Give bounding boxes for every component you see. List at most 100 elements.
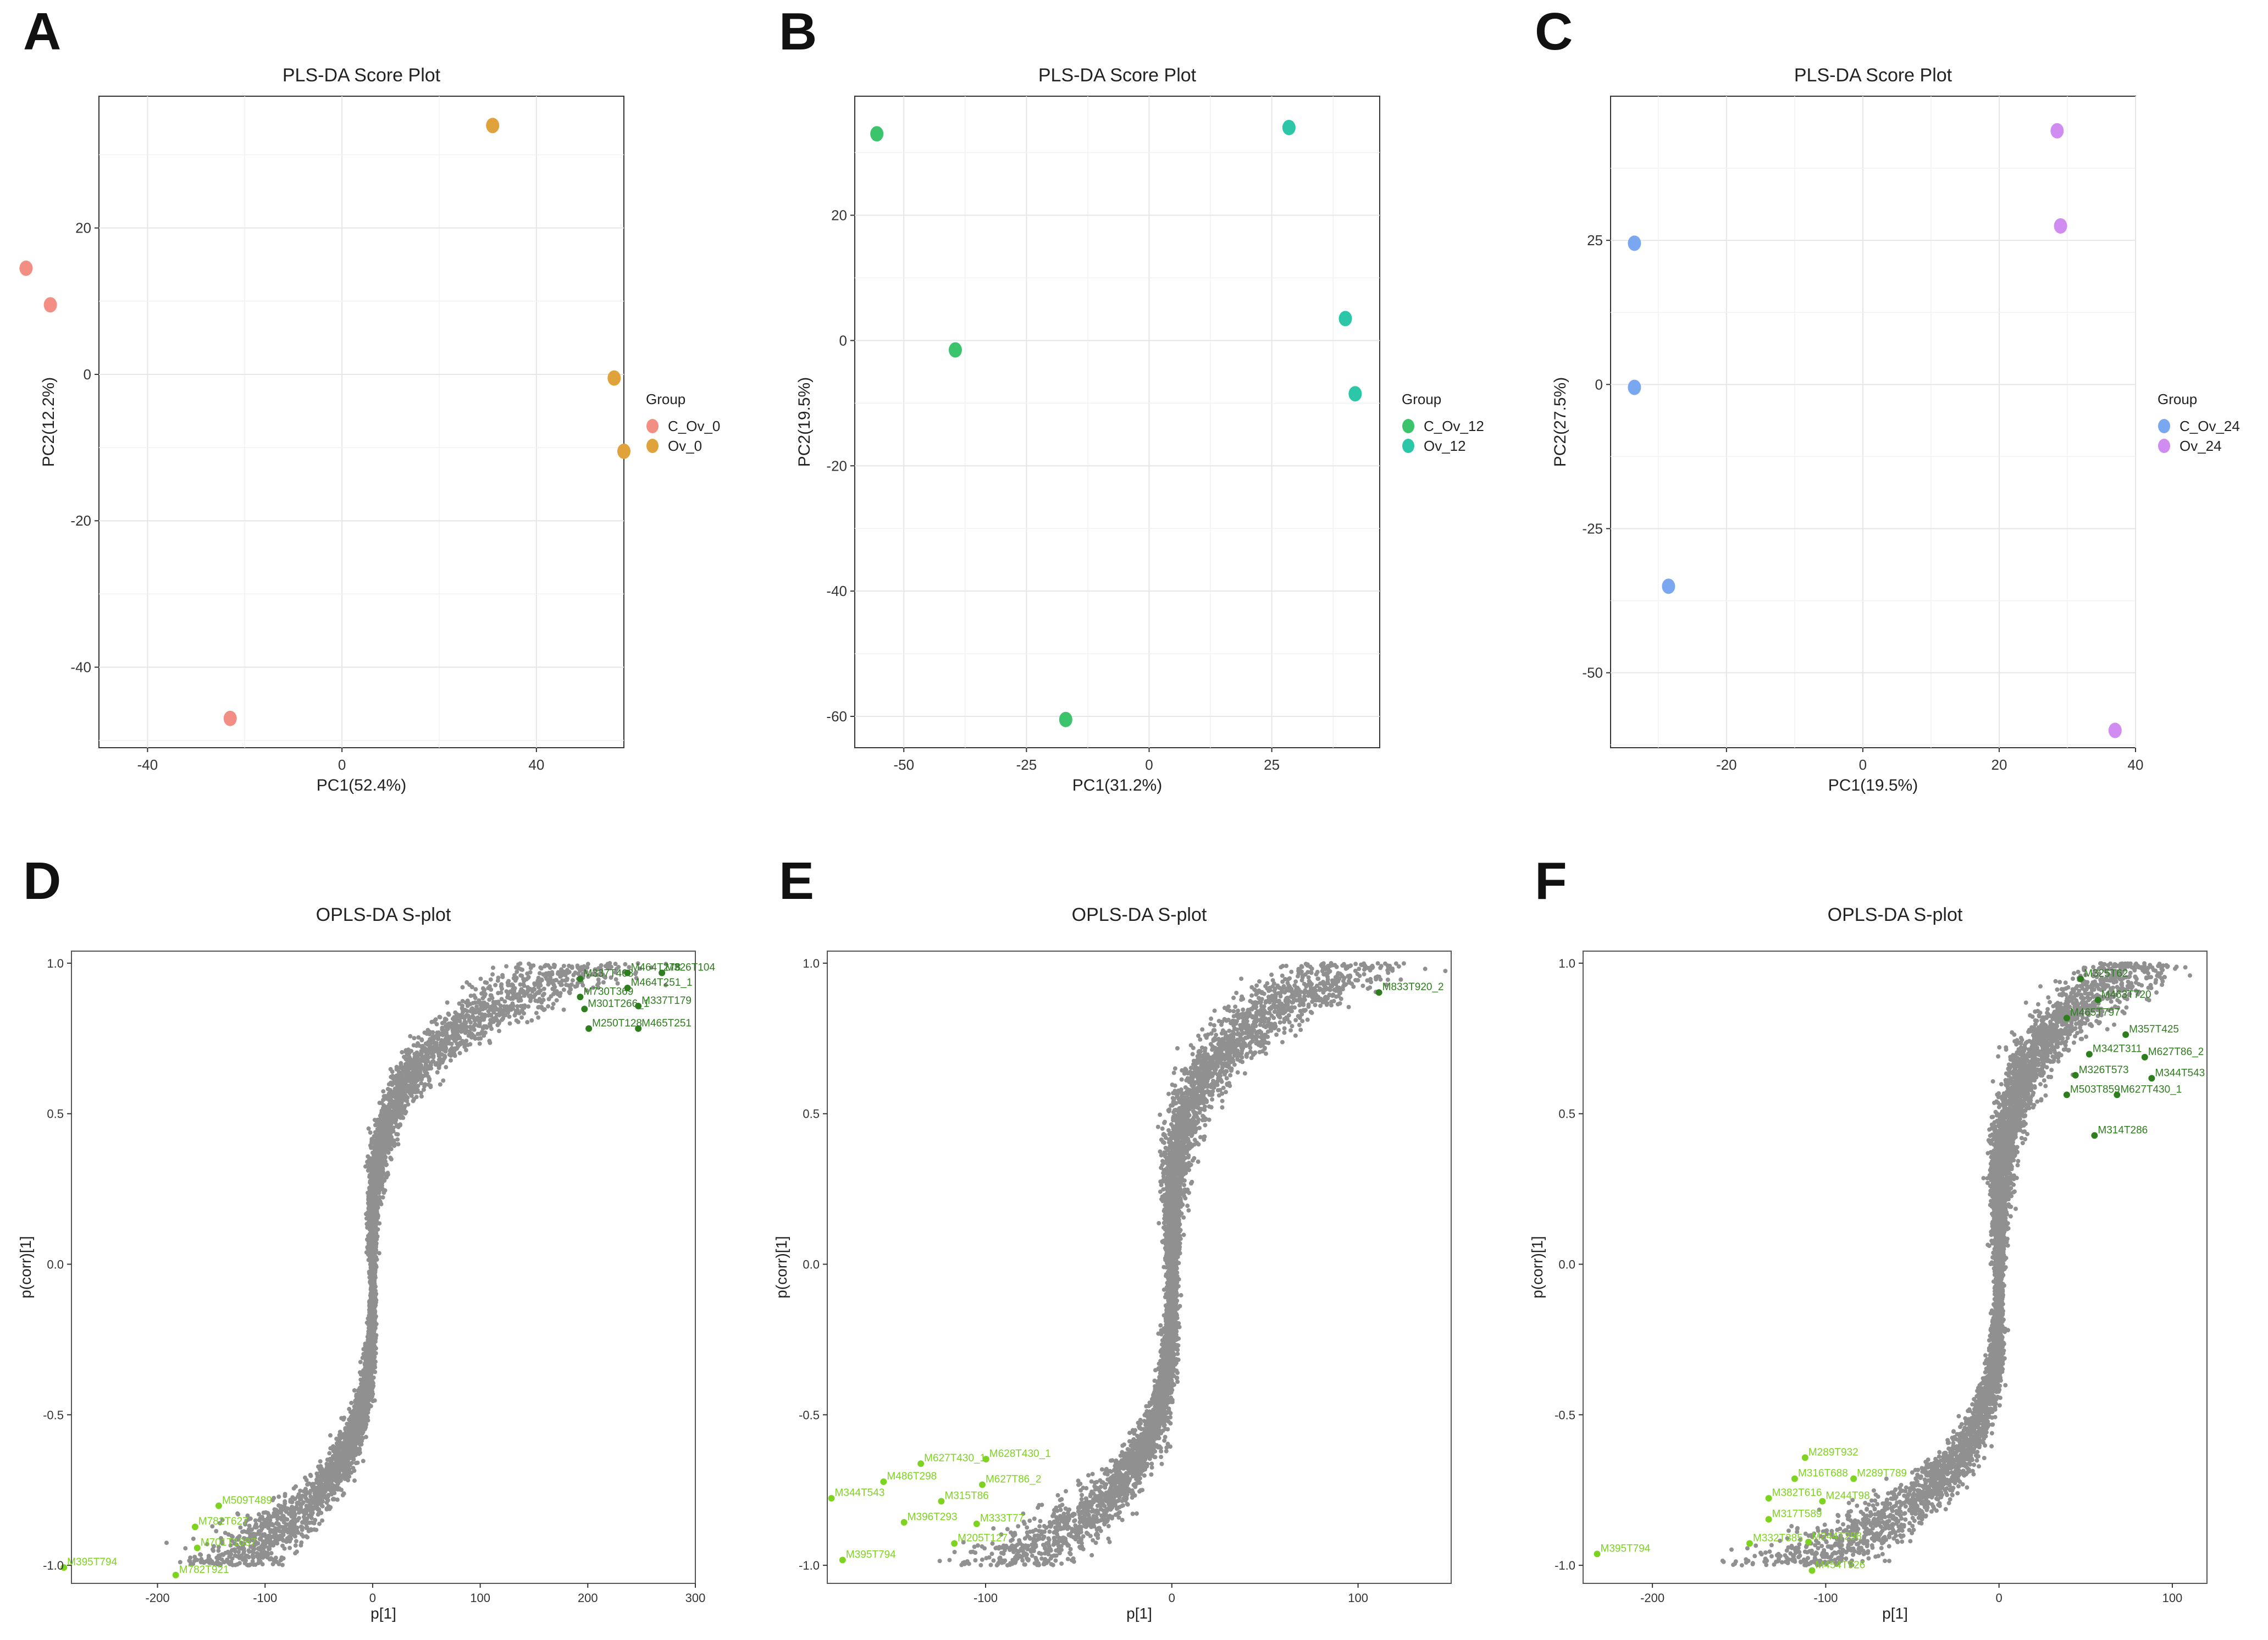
x-axis-label: PC1(19.5%): [1828, 776, 1918, 794]
y-tick-label: 0.5: [1558, 1107, 1575, 1121]
plot-area: [854, 96, 1380, 748]
metabolite-dot: [577, 993, 584, 1001]
metabolite-label: M289T932: [1808, 1446, 1858, 1458]
metabolite-dot: [172, 1571, 179, 1578]
y-tick-label: -20: [826, 457, 847, 474]
metabolite-dot: [581, 1006, 588, 1013]
y-tick-label: -0.5: [799, 1408, 820, 1422]
x-tick-label: 0: [1859, 757, 1867, 773]
data-point: [486, 118, 500, 134]
metabolite-dot: [1765, 1516, 1772, 1523]
y-axis-label: PC2(27.5%): [1551, 377, 1569, 467]
x-tick-label: -50: [893, 757, 914, 773]
panel-letter: C: [1535, 2, 1573, 61]
y-tick-label: -0.5: [1555, 1408, 1575, 1422]
metabolite-dot: [193, 1544, 201, 1551]
metabolite-points: [937, 961, 1448, 1568]
x-tick-label: 0: [1996, 1591, 2003, 1605]
metabolite-dot: [2091, 1132, 2098, 1139]
metabolite-dot: [1791, 1475, 1798, 1482]
y-tick-label: -50: [1582, 665, 1603, 681]
metabolite-dot: [900, 1519, 908, 1526]
x-tick-label: 25: [1264, 757, 1280, 773]
y-tick-label: 0.0: [803, 1258, 820, 1272]
metabolite-label: M344T543: [2155, 1067, 2205, 1079]
y-tick-label: -1.0: [43, 1559, 64, 1572]
metabolite-label: M382T616: [1772, 1487, 1822, 1499]
metabolite-label: M250T128: [592, 1018, 642, 1029]
chart-a: A PLS-DA Score Plot -40 0 40 -40 -20 0 20 PC1(52.…: [19, 2, 720, 794]
y-tick-label: -20: [70, 512, 91, 529]
y-axis-label: p(corr)[1]: [773, 1236, 790, 1299]
y-tick-label: -25: [1582, 521, 1603, 537]
metabolite-cloud: [1720, 961, 2192, 1568]
plot-border: [1610, 96, 2136, 748]
metabolite-dot: [1801, 1454, 1808, 1461]
chart-title: OPLS-DA S-plot: [1072, 904, 1207, 925]
legend-marker: [2158, 419, 2170, 433]
plot-border: [854, 96, 1380, 748]
plot-area: [1583, 951, 2208, 1584]
metabolite-dot: [577, 975, 584, 982]
metabolite-label: M326T573: [2079, 1064, 2129, 1076]
metabolite-dot: [1805, 1538, 1812, 1545]
x-tick-label: 100: [470, 1591, 490, 1605]
metabolite-dot: [2072, 1072, 2079, 1079]
y-tick-label: 20: [75, 220, 91, 236]
y-tick-label: 0.0: [1558, 1258, 1575, 1272]
metabolite-label: M628T430_1: [989, 1448, 1051, 1460]
y-tick-label: 20: [831, 207, 847, 223]
legend-marker: [646, 419, 659, 433]
chart-title: OPLS-DA S-plot: [1828, 904, 1963, 925]
metabolite-label: M782T627: [198, 1516, 248, 1527]
metabolite-dot: [585, 1025, 593, 1032]
legend-label: C_Ov_12: [1424, 418, 1484, 434]
panel-b: B PLS-DA Score Plot -50 -25 0 25 -60 -40 -20 0 20 P…: [756, 0, 1512, 825]
panel-f: F OPLS-DA S-plot -200 -100 0 100 -1.0 -0.5 0.0 0.…: [1512, 825, 2268, 1640]
y-axis-label: PC2(12.2%): [40, 377, 58, 467]
plot-area: [60, 951, 696, 1584]
chart-title: PLS-DA Score Plot: [283, 65, 441, 86]
x-tick-label: 20: [1991, 757, 2007, 773]
y-tick-label: -1.0: [1555, 1559, 1575, 1572]
metabolite-label: M509T489: [222, 1495, 272, 1506]
metabolite-dot: [215, 1502, 222, 1509]
metabolite-label: M325T62: [2084, 968, 2128, 980]
legend-marker: [2158, 439, 2170, 453]
panel-letter: B: [779, 2, 817, 61]
metabolite-dot: [2148, 1075, 2155, 1082]
metabolite-dot: [951, 1540, 958, 1547]
metabolite-dot: [917, 1460, 925, 1467]
y-tick-label: 0: [1595, 376, 1603, 393]
metabolite-cloud: [164, 961, 679, 1567]
x-tick-label: -100: [253, 1591, 277, 1605]
metabolite-dot: [60, 1564, 68, 1571]
x-tick-label: 100: [2162, 1591, 2183, 1605]
legend-title: Group: [646, 391, 685, 407]
metabolite-dot: [1375, 989, 1382, 996]
data-point: [2050, 123, 2064, 139]
panel-letter: D: [23, 852, 61, 910]
metabolite-dot: [1594, 1550, 1601, 1558]
y-axis-label: PC2(19.5%): [795, 377, 814, 467]
panel-e: E OPLS-DA S-plot -100 0 100 -1.0 -0.5 0.0 0.5 1.0…: [756, 825, 1512, 1640]
plot-border: [98, 96, 624, 748]
metabolite-label: M289T789: [1857, 1468, 1907, 1479]
x-tick-label: -100: [1813, 1591, 1838, 1605]
chart-f: F OPLS-DA S-plot -200 -100 0 100 -1.0 -0.5 0.0 0.…: [1529, 852, 2208, 1622]
metabolite-label: M833T920_2: [1382, 981, 1444, 993]
metabolite-dot: [828, 1495, 835, 1502]
metabolite-label: M395T794: [1601, 1543, 1651, 1555]
legend-title: Group: [2158, 391, 2197, 407]
y-tick-label: 0: [84, 366, 91, 383]
chart-c: C PLS-DA Score Plot -20 0 20 40 -50 -25 0 25 PC1(1…: [1535, 2, 2240, 794]
x-tick-label: 0: [338, 757, 346, 773]
data-point: [607, 370, 621, 386]
x-tick-label: -25: [1016, 757, 1037, 773]
metabolite-label: M730T369: [583, 986, 633, 997]
metabolite-label: M337T179: [641, 995, 692, 1007]
x-axis-label: p[1]: [370, 1605, 396, 1622]
y-tick-label: 0: [839, 332, 847, 349]
panel-letter: A: [23, 2, 61, 61]
metabolite-dot: [2094, 996, 2101, 1003]
